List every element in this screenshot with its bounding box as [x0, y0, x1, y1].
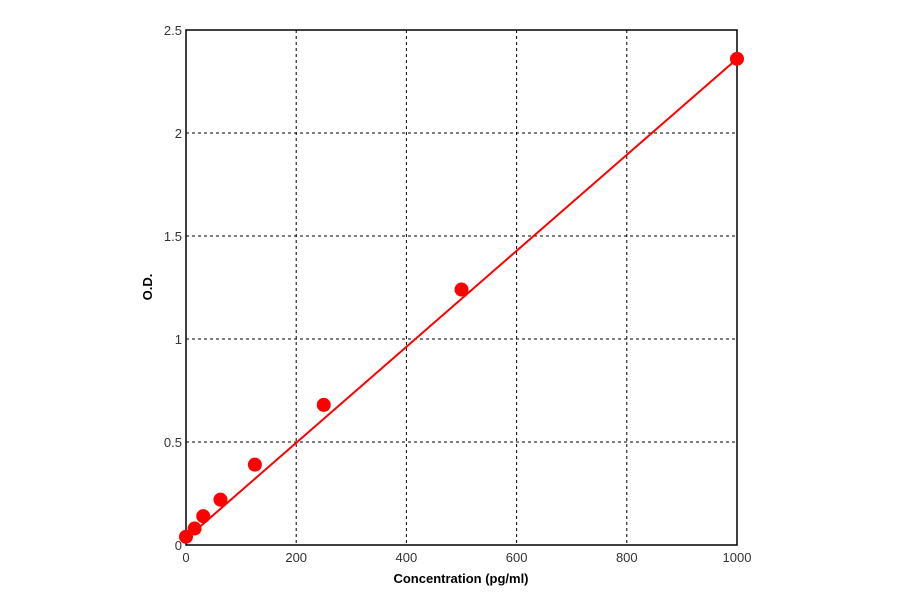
y-axis-label: O.D. [140, 274, 155, 301]
x-tick-label: 0 [182, 550, 189, 565]
data-points [179, 51, 744, 544]
y-tick-labels: 0 0.5 1 1.5 2 2.5 [164, 23, 182, 553]
x-tick-label: 1000 [723, 550, 752, 565]
y-tick-label: 0.5 [164, 435, 182, 450]
y-tick-label: 2 [175, 126, 182, 141]
x-tick-labels: 0 200 400 600 800 1000 [182, 550, 751, 565]
x-tick-label: 800 [616, 550, 638, 565]
y-tick-label: 2.5 [164, 23, 182, 38]
data-point [247, 457, 262, 472]
y-tick-label: 1 [175, 332, 182, 347]
fit-line [185, 58, 738, 540]
y-tick-label: 1.5 [164, 229, 182, 244]
data-point [213, 492, 228, 507]
x-tick-label: 400 [396, 550, 418, 565]
x-tick-label: 600 [506, 550, 528, 565]
y-tick-label: 0 [175, 538, 182, 553]
data-point [196, 509, 211, 524]
data-point [454, 282, 469, 297]
x-axis-label: Concentration (pg/ml) [393, 571, 528, 586]
data-point [187, 521, 202, 536]
x-tick-label: 200 [285, 550, 307, 565]
data-point [316, 397, 331, 412]
data-point [730, 51, 744, 66]
plot-area-border [185, 29, 738, 546]
grid [186, 30, 737, 545]
